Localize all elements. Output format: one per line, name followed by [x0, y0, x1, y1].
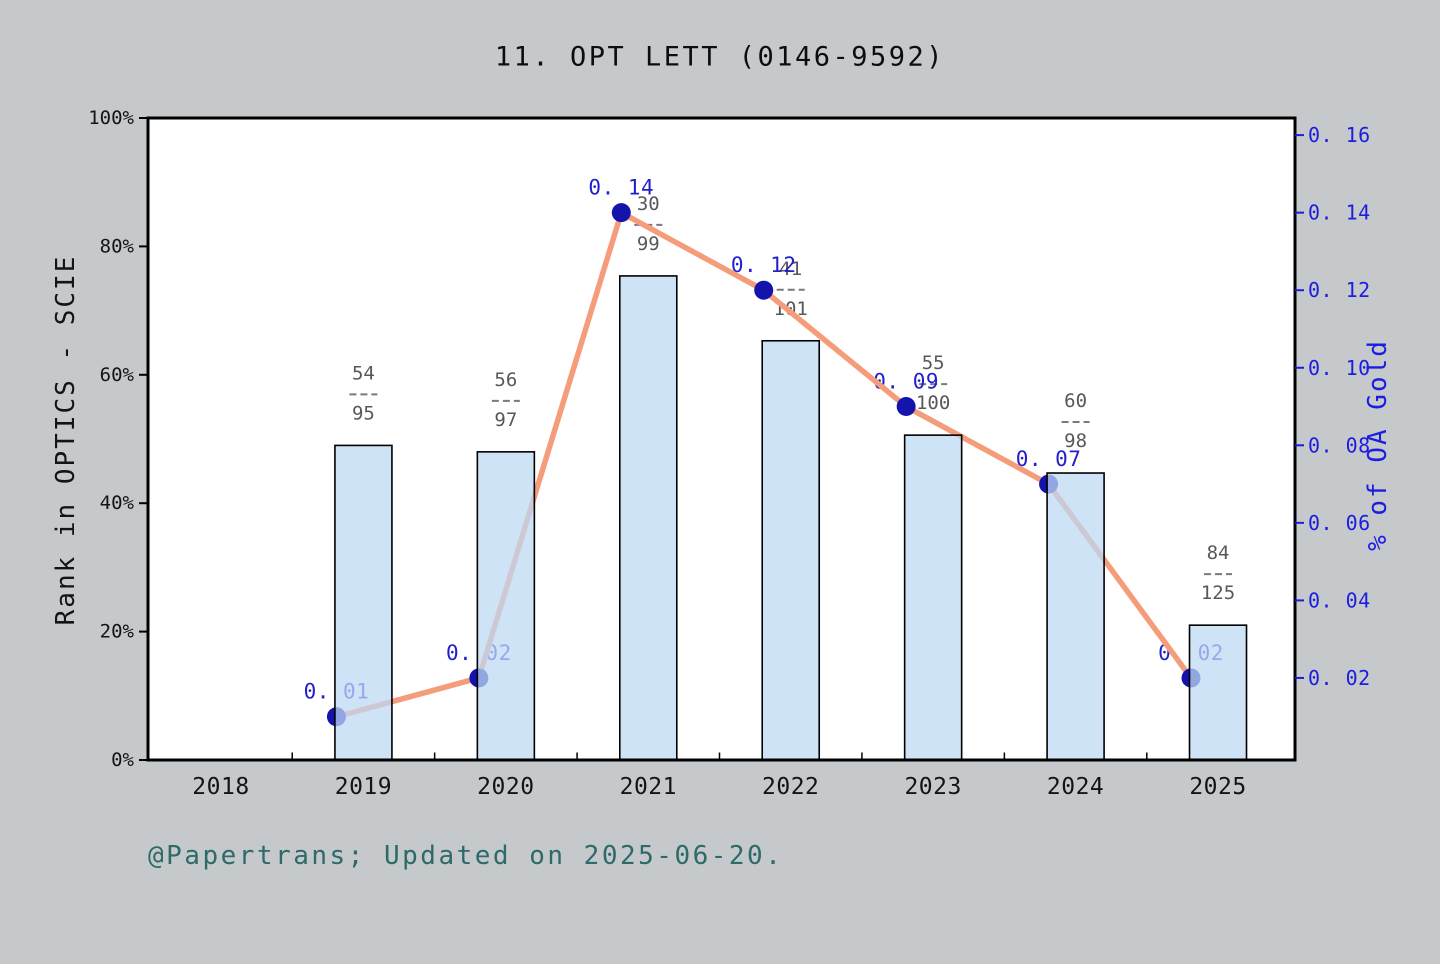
x-tick-label-2018: 2018	[192, 774, 249, 800]
x-tick-label-2025: 2025	[1189, 774, 1246, 800]
right-tick-label: 0. 10	[1308, 356, 1371, 380]
x-tick-label-2020: 2020	[477, 774, 534, 800]
rank-numerator-2023: 55	[922, 352, 945, 374]
rank-bars	[334, 275, 1248, 761]
left-tick-label: 0%	[111, 749, 134, 771]
left-tick-label: 40%	[100, 492, 135, 514]
rank-bar-2021	[618, 275, 678, 761]
oa-gold-point-2022	[754, 280, 774, 300]
rank-bar-2025	[1188, 624, 1248, 761]
rank-denominator-2025: 125	[1201, 582, 1235, 604]
right-tick-label: 0. 12	[1308, 278, 1371, 302]
right-tick-label: 0. 02	[1308, 666, 1371, 690]
oa-gold-value-2024: 0. 07	[1016, 447, 1082, 471]
oa-gold-point-2021	[611, 203, 631, 223]
right-axis-title: % of OA Gold	[1363, 339, 1393, 551]
rank-numerator-2022: 41	[779, 258, 802, 280]
rank-denominator-2020: 97	[494, 409, 517, 431]
rank-bar-2019	[334, 444, 393, 761]
rank-bar-2020	[476, 451, 536, 761]
watermark-caption: @Papertrans; Updated on 2025-06-20.	[148, 841, 783, 871]
rank-numerator-2024: 60	[1064, 390, 1087, 412]
left-tick-label: 80%	[100, 235, 135, 257]
x-tick-label-2023: 2023	[904, 774, 961, 800]
left-axis-title: Rank in OPTICS - SCIE	[51, 255, 81, 626]
rank-numerator-2021: 30	[637, 193, 660, 215]
x-tick-label-2021: 2021	[620, 774, 677, 800]
right-tick-label: 0. 14	[1308, 201, 1371, 225]
right-tick-label: 0. 06	[1308, 511, 1371, 535]
left-tick-label: 20%	[100, 621, 135, 643]
plot-border	[146, 116, 1297, 762]
rank-denominator-2019: 95	[352, 402, 375, 424]
oa-gold-value-2022: 0. 12	[731, 253, 797, 277]
x-tick-label-2019: 2019	[335, 774, 392, 800]
oa-gold-point-2023	[896, 397, 916, 417]
plot-area	[148, 118, 1295, 760]
rank-numerator-2020: 56	[494, 369, 517, 391]
rank-denominator-2024: 98	[1064, 430, 1087, 452]
rank-bar-2024	[1046, 472, 1105, 761]
rank-bar-2023	[903, 434, 963, 761]
rank-bar-2022	[761, 339, 821, 761]
x-tick-label-2024: 2024	[1047, 774, 1104, 800]
oa-gold-value-2021: 0. 14	[588, 176, 654, 200]
right-tick-label: 0. 08	[1308, 433, 1371, 457]
rank-denominator-2023: 100	[916, 392, 950, 414]
left-tick-label: 60%	[100, 364, 135, 386]
left-tick-label: 100%	[88, 107, 134, 129]
axes: 0% 20% 40% 60% 80% 100% 0. 02 0. 04 0. 06 0. 08 0.…	[88, 107, 1370, 800]
right-tick-label: 0. 16	[1308, 123, 1371, 147]
chart-title: 11. OPT LETT (0146-9592)	[495, 42, 945, 73]
right-tick-label: 0. 04	[1308, 588, 1371, 612]
rank-denominator-2021: 99	[637, 233, 660, 255]
x-tick-label-2022: 2022	[762, 774, 819, 800]
rank-numerator-2025: 84	[1207, 542, 1230, 564]
rank-numerator-2019: 54	[352, 362, 375, 384]
